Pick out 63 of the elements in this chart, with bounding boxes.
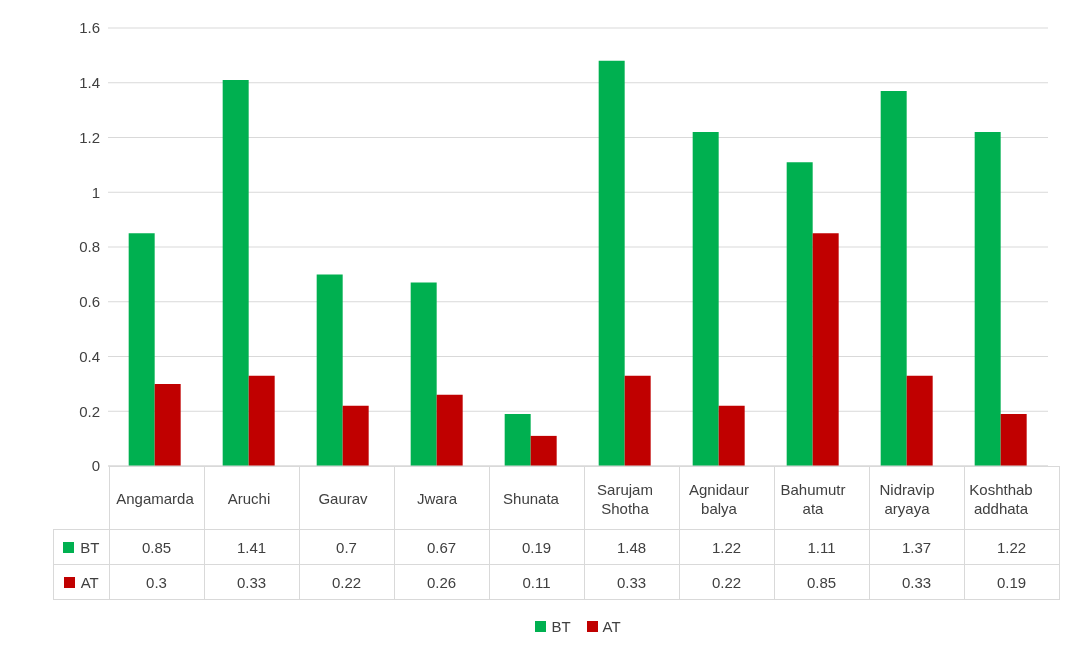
data-label: 0.67 (394, 529, 489, 565)
legend-label: AT (53, 564, 109, 600)
y-tick-label: 1.4 (79, 74, 100, 92)
x-tick-label: Nidraviparyaya (879, 481, 935, 517)
bar (248, 375, 275, 466)
data-label: 0.19 (489, 529, 584, 565)
bar (410, 282, 437, 466)
text: BT (551, 618, 571, 635)
data-label: 0.26 (394, 564, 489, 600)
bar (530, 435, 557, 466)
data-label: 0.85 (109, 529, 204, 565)
bar (786, 162, 813, 466)
x-tick-label: Shunata (503, 490, 560, 507)
bar (222, 80, 249, 466)
bar (128, 233, 155, 466)
y-tick-label: 0.4 (79, 347, 100, 365)
data-label: 0.22 (299, 564, 394, 600)
bar (598, 60, 625, 466)
bar (812, 233, 839, 466)
bar (342, 405, 369, 466)
data-label: 1.22 (679, 529, 774, 565)
bar (974, 132, 1001, 466)
x-tick-label: Aruchi (227, 490, 271, 507)
data-label: 0.7 (299, 529, 394, 565)
data-label: 1.48 (584, 529, 679, 565)
bar (880, 90, 907, 466)
data-label: 1.22 (964, 529, 1059, 565)
text: AT (602, 618, 621, 635)
data-label: 0.3 (109, 564, 204, 600)
bar (624, 375, 651, 466)
bar (718, 405, 745, 466)
legend-label: BT (53, 529, 109, 565)
y-tick-label: 0.2 (79, 402, 100, 420)
bar (1000, 413, 1027, 466)
y-tick-label: 0.6 (79, 293, 100, 311)
data-label: 1.37 (869, 529, 964, 565)
x-tick-label: Gaurav (318, 490, 369, 507)
x-tick-label: Agnidaurbalya (688, 481, 750, 517)
data-label: 0.22 (679, 564, 774, 600)
x-tick-label: Jwara (416, 490, 458, 507)
y-tick-label: 0.8 (79, 238, 100, 256)
data-label: 0.33 (584, 564, 679, 600)
bar (692, 132, 719, 466)
y-tick-label: 1.6 (79, 19, 100, 37)
x-tick-label: Koshthabaddhata (969, 481, 1033, 517)
bar (316, 274, 343, 466)
y-tick-label: 1.2 (79, 128, 100, 146)
bar (154, 383, 181, 466)
y-tick-label: 1 (91, 183, 100, 201)
data-label: 0.33 (869, 564, 964, 600)
data-label: 0.33 (204, 564, 299, 600)
x-tick-label: Angamarda (116, 490, 195, 507)
data-label: 0.19 (964, 564, 1059, 600)
x-tick-label: Bahumutrata (780, 481, 846, 517)
data-label: 1.11 (774, 529, 869, 565)
data-label: 1.41 (204, 529, 299, 565)
bar (906, 375, 933, 466)
data-label: 0.11 (489, 564, 584, 600)
bar (436, 394, 463, 466)
bar (504, 413, 531, 466)
y-tick-label: 0 (91, 457, 100, 475)
data-label: 0.85 (774, 564, 869, 600)
x-tick-label: Sarujam Shotha (597, 481, 653, 517)
